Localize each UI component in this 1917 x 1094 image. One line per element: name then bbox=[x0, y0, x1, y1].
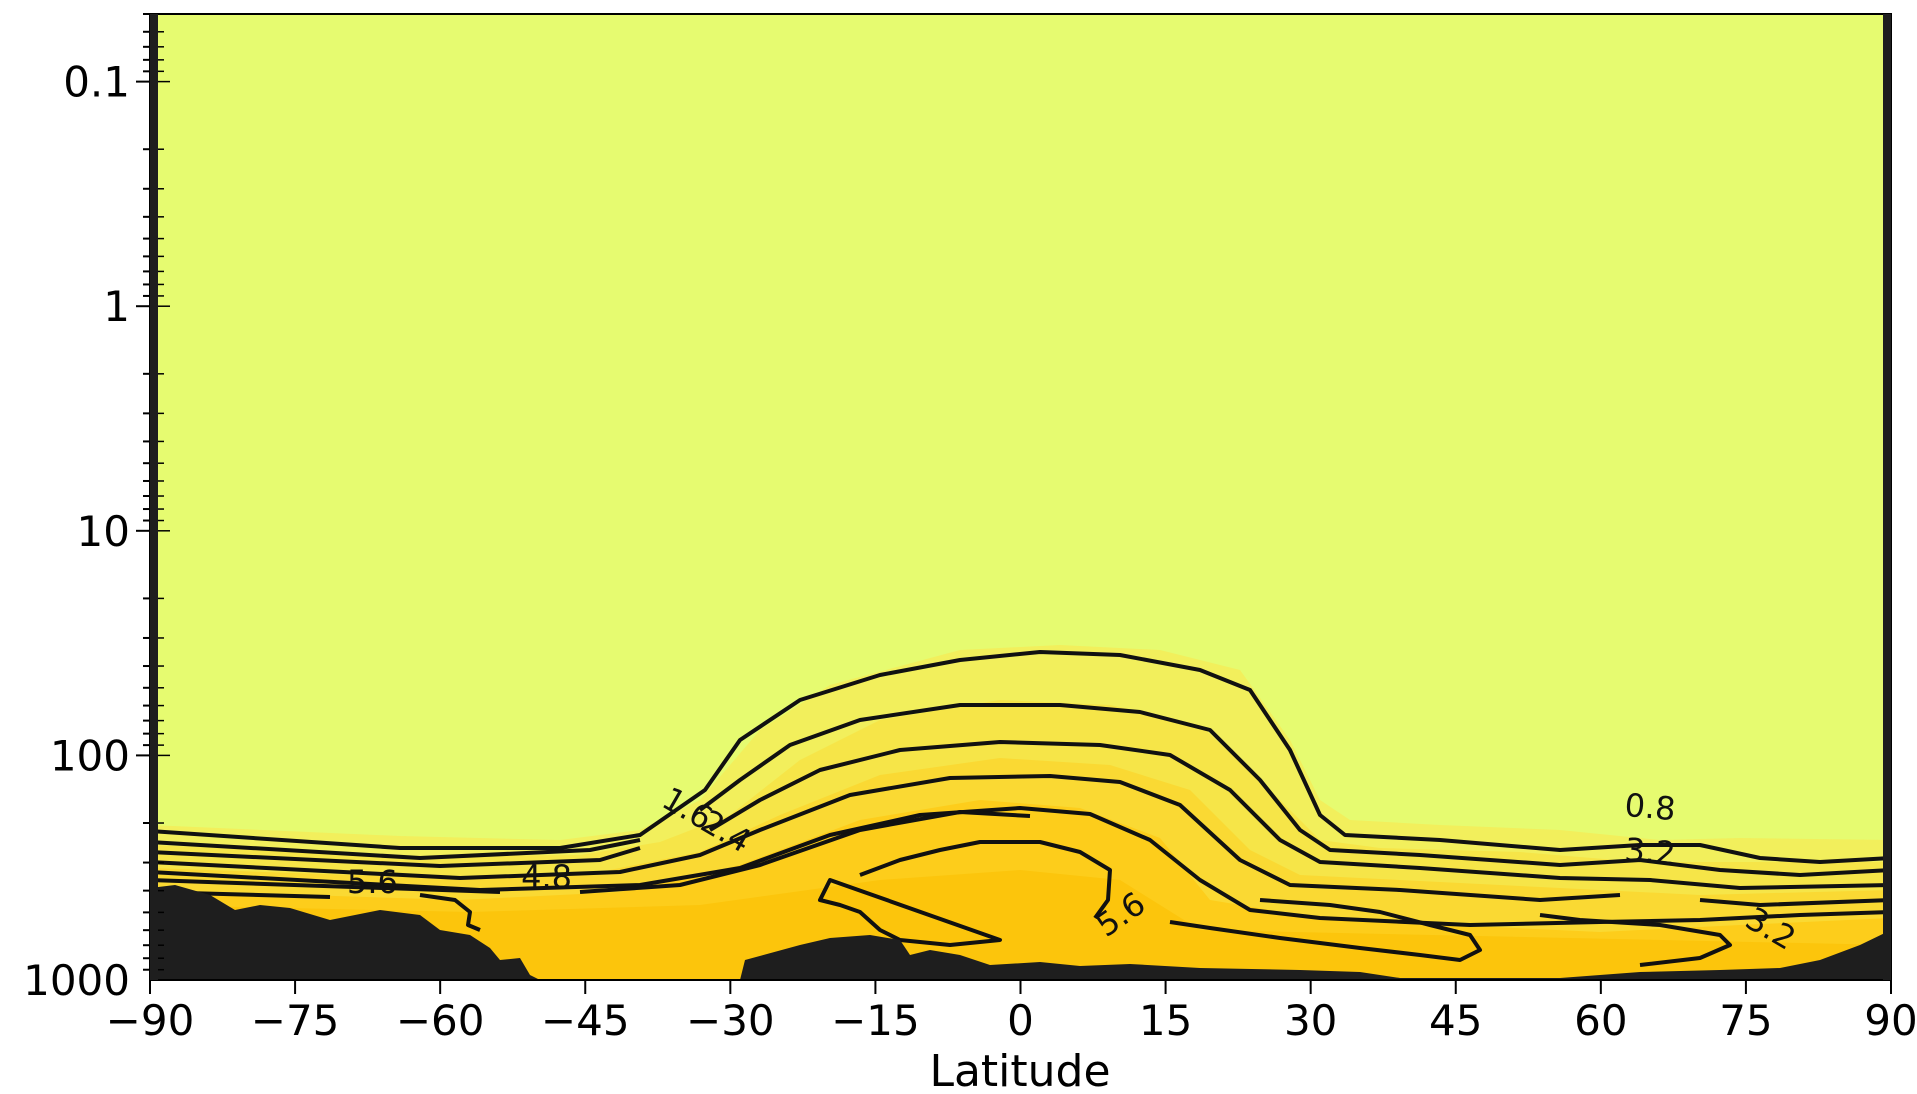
x-tick-label: 45 bbox=[1429, 996, 1482, 1045]
contour-line-4.8 bbox=[150, 810, 1031, 894]
topography-mask-2 bbox=[740, 930, 1891, 980]
x-tick-label: 60 bbox=[1574, 996, 1627, 1045]
left-axis-bar bbox=[150, 14, 158, 980]
x-tick-label: 90 bbox=[1864, 996, 1917, 1045]
x-tick-label: −45 bbox=[541, 996, 630, 1045]
topography-mask bbox=[150, 885, 540, 980]
contour-label: 5.6 bbox=[347, 863, 398, 901]
contour-label: 3.2 bbox=[1623, 830, 1677, 872]
x-tick-label: −60 bbox=[396, 996, 485, 1045]
contour-fill-5 bbox=[150, 870, 1891, 980]
contour-line-3.2 bbox=[150, 774, 1891, 907]
contour-label: 4.8 bbox=[521, 858, 572, 896]
x-tick-label: 0 bbox=[1007, 996, 1034, 1045]
y-tick-label: 100 bbox=[50, 731, 130, 780]
x-axis-label: Latitude bbox=[929, 1046, 1110, 1094]
y-tick-label: 0.1 bbox=[63, 58, 130, 107]
contour-line-2.4 bbox=[150, 740, 1891, 890]
y-axis: 0.1 1 10 100 1000 bbox=[23, 13, 170, 1005]
contour-line-0.8 bbox=[150, 650, 1891, 864]
y-tick-label: 1 bbox=[103, 282, 130, 331]
contour-label: 0.8 bbox=[1623, 786, 1677, 828]
contour-line-1.6 bbox=[150, 703, 1891, 877]
right-axis-bar bbox=[1883, 14, 1891, 980]
x-tick-label: 75 bbox=[1719, 996, 1772, 1045]
x-tick-label: −30 bbox=[686, 996, 775, 1045]
x-tick-label: 15 bbox=[1139, 996, 1192, 1045]
x-tick-label: −75 bbox=[251, 996, 340, 1045]
x-axis: −90 −75 −60 −45 −30 −15 0 15 30 45 60 75 90 bbox=[106, 980, 1917, 1045]
x-tick-label: −90 bbox=[106, 996, 195, 1045]
y-tick-label: 10 bbox=[77, 507, 130, 556]
x-tick-label: −15 bbox=[831, 996, 920, 1045]
contour-line-5.6-loop bbox=[818, 840, 1482, 962]
y-tick-label: 1000 bbox=[23, 956, 130, 1005]
x-tick-label: 30 bbox=[1284, 996, 1337, 1045]
